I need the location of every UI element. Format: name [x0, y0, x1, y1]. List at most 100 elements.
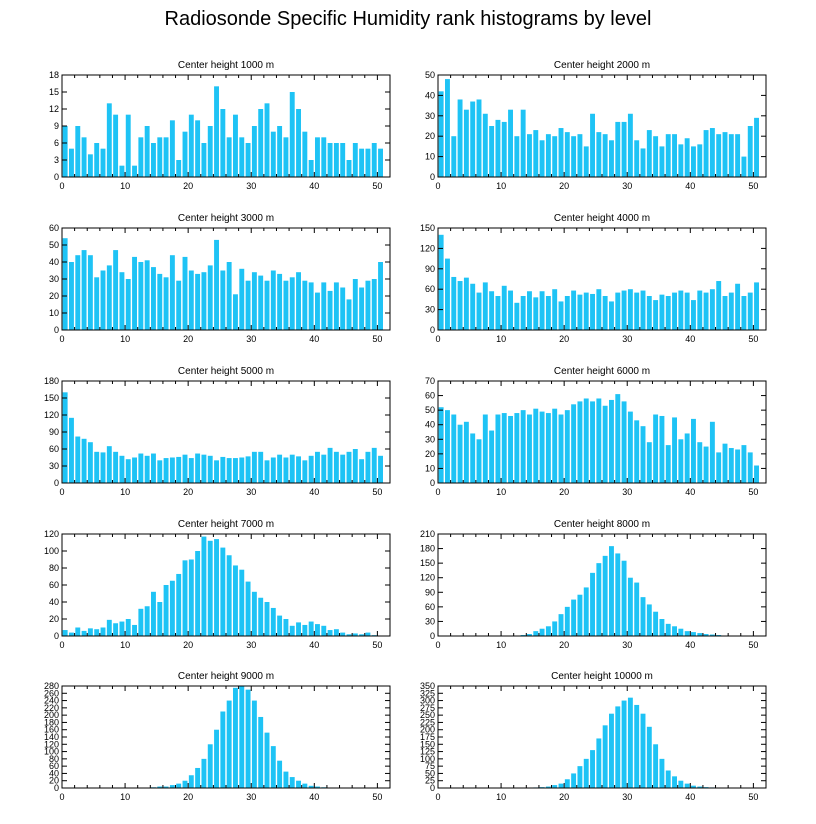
bar — [722, 443, 728, 483]
bar — [716, 134, 722, 177]
bar — [691, 146, 696, 177]
bar — [741, 156, 747, 177]
y-tick-label: 60 — [425, 284, 435, 294]
bar — [602, 555, 608, 636]
bar — [289, 777, 295, 788]
bar — [289, 92, 295, 177]
y-tick-label: 220 — [44, 703, 59, 713]
bar — [627, 697, 633, 788]
bar — [583, 292, 589, 330]
bar — [527, 414, 532, 483]
bar — [445, 79, 450, 177]
bar — [716, 452, 722, 483]
bar — [289, 277, 295, 330]
y-tick-label: 40 — [425, 420, 435, 430]
bar — [735, 134, 741, 177]
bar — [352, 633, 358, 636]
bar — [482, 414, 488, 483]
bar — [697, 144, 703, 177]
y-tick-label: 20 — [425, 449, 435, 459]
bar — [308, 621, 314, 636]
y-tick-label: 0 — [430, 325, 435, 335]
bar — [163, 137, 169, 177]
bar — [371, 447, 377, 483]
bar — [634, 704, 640, 788]
panel-title: Center height 8000 m — [554, 519, 650, 530]
x-tick-label: 30 — [246, 487, 256, 497]
x-tick-label: 10 — [496, 792, 506, 802]
bar — [672, 417, 677, 483]
panel-title: Center height 4000 m — [554, 213, 650, 224]
bar — [277, 615, 283, 636]
y-tick-label: 160 — [44, 725, 59, 735]
bar — [691, 418, 696, 483]
y-tick-label: 210 — [420, 529, 435, 539]
panel-title: Center height 10000 m — [551, 671, 653, 682]
bar — [94, 451, 100, 483]
bar — [258, 451, 264, 483]
bar — [596, 289, 602, 330]
bar — [697, 442, 703, 483]
y-tick-label: 60 — [49, 444, 59, 454]
bar — [163, 585, 169, 636]
bar — [703, 292, 709, 330]
x-tick-label: 20 — [559, 181, 569, 191]
bar — [106, 446, 112, 483]
bar — [258, 597, 264, 636]
bar — [195, 767, 201, 788]
x-tick-label: 0 — [435, 487, 440, 497]
bar — [100, 270, 106, 330]
bar — [296, 272, 301, 330]
bar — [445, 258, 450, 330]
bar — [539, 628, 545, 636]
y-tick-label: 225 — [420, 717, 435, 727]
y-tick-label: 175 — [420, 732, 435, 742]
bar — [207, 455, 213, 483]
x-tick-label: 0 — [435, 181, 440, 191]
bar — [296, 780, 301, 788]
bar — [176, 573, 182, 636]
y-tick-label: 20 — [49, 291, 59, 301]
bar — [501, 413, 507, 483]
bar — [270, 270, 276, 330]
x-tick-label: 0 — [59, 334, 64, 344]
y-tick-label: 120 — [44, 529, 59, 539]
panel-title: Center height 1000 m — [178, 60, 274, 71]
bar — [615, 121, 621, 177]
bar — [245, 280, 251, 330]
bar — [220, 109, 226, 177]
bar — [634, 140, 640, 177]
bar — [558, 783, 564, 788]
y-tick-label: 10 — [425, 463, 435, 473]
bar — [378, 262, 383, 330]
bar — [438, 91, 444, 177]
bar — [195, 273, 201, 330]
x-tick-label: 40 — [685, 487, 695, 497]
x-tick-label: 0 — [59, 792, 64, 802]
bar — [476, 99, 482, 177]
bar — [201, 272, 207, 330]
bar — [239, 268, 245, 330]
bar — [214, 729, 219, 788]
bar — [665, 770, 671, 788]
plot-frame — [437, 533, 767, 637]
bar — [157, 602, 163, 636]
bar — [315, 292, 320, 330]
bar — [258, 109, 264, 177]
bar — [596, 738, 602, 788]
x-tick-label: 30 — [622, 334, 632, 344]
bar — [296, 109, 301, 177]
x-tick-label: 0 — [435, 640, 440, 650]
bar — [709, 128, 715, 177]
y-tick-label: 150 — [44, 393, 59, 403]
bar — [602, 725, 608, 788]
bar — [665, 134, 671, 177]
bar — [132, 624, 137, 636]
bar — [470, 283, 476, 330]
y-tick-label: 30 — [425, 305, 435, 315]
x-tick-label: 0 — [59, 181, 64, 191]
y-tick-label: 125 — [420, 747, 435, 757]
y-tick-label: 0 — [430, 631, 435, 641]
y-tick-label: 100 — [44, 546, 59, 556]
panel-10: Center height 10000 m0 10 20 30 40 5002550751… — [420, 671, 767, 802]
